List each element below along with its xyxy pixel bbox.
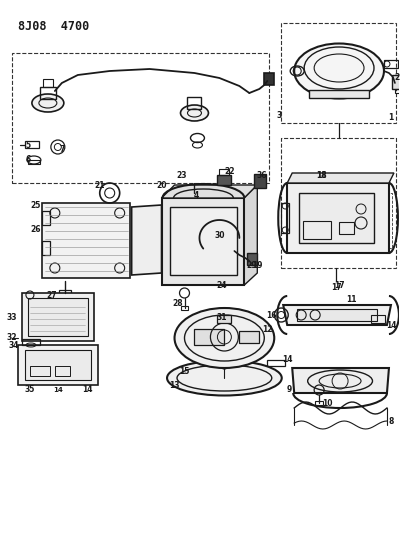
Bar: [371, 315, 385, 323]
Bar: [42, 241, 50, 255]
Bar: [170, 207, 237, 275]
Text: 18: 18: [316, 171, 326, 180]
Polygon shape: [162, 198, 244, 285]
Text: 6: 6: [25, 156, 30, 165]
Text: 32: 32: [7, 333, 17, 342]
Bar: [188, 97, 202, 109]
Text: 14: 14: [282, 356, 292, 365]
Ellipse shape: [167, 360, 282, 395]
Text: 16: 16: [266, 311, 276, 319]
Polygon shape: [42, 203, 130, 278]
Bar: [281, 138, 396, 268]
Polygon shape: [287, 173, 394, 183]
Bar: [25, 141, 39, 148]
Polygon shape: [287, 183, 389, 253]
Polygon shape: [244, 185, 257, 285]
Text: 14: 14: [386, 321, 396, 330]
Bar: [12, 53, 269, 183]
Bar: [281, 203, 289, 233]
Bar: [384, 60, 398, 68]
Bar: [339, 222, 354, 234]
Text: 5: 5: [25, 141, 30, 150]
Text: 21: 21: [94, 181, 105, 190]
Bar: [303, 221, 331, 239]
Bar: [247, 253, 257, 265]
Text: 34: 34: [9, 341, 19, 350]
Text: 9: 9: [286, 385, 292, 394]
Bar: [18, 345, 98, 385]
Bar: [299, 193, 374, 243]
Bar: [281, 23, 396, 123]
Text: 35: 35: [25, 385, 35, 394]
Text: 13: 13: [169, 382, 180, 391]
Text: 25: 25: [31, 200, 41, 209]
Bar: [218, 175, 231, 185]
Text: 4: 4: [194, 191, 199, 200]
Text: 2: 2: [394, 74, 400, 83]
Text: 1: 1: [388, 114, 394, 123]
Polygon shape: [132, 205, 162, 275]
Text: 36: 36: [256, 171, 266, 180]
Text: 8J08  4700: 8J08 4700: [18, 20, 89, 33]
Bar: [309, 90, 369, 98]
Text: 31: 31: [216, 313, 227, 322]
Bar: [218, 315, 231, 323]
Ellipse shape: [180, 105, 208, 121]
Bar: [344, 193, 392, 248]
Ellipse shape: [174, 308, 274, 368]
Bar: [194, 329, 224, 345]
Bar: [40, 87, 56, 99]
Bar: [22, 339, 40, 345]
Polygon shape: [292, 368, 389, 393]
Bar: [55, 366, 70, 376]
Polygon shape: [283, 305, 391, 325]
Ellipse shape: [294, 44, 384, 99]
Text: 23: 23: [176, 171, 187, 180]
Bar: [254, 174, 266, 188]
Text: 15: 15: [179, 367, 190, 376]
Text: 7: 7: [59, 144, 64, 154]
Bar: [42, 211, 50, 225]
Bar: [25, 350, 91, 380]
Text: 12: 12: [262, 326, 272, 335]
Bar: [264, 73, 274, 85]
Text: 17: 17: [334, 281, 344, 290]
Bar: [315, 401, 323, 405]
Text: 20: 20: [156, 181, 167, 190]
Text: 22: 22: [224, 166, 235, 175]
Text: 26: 26: [31, 224, 41, 233]
Text: 14: 14: [82, 384, 93, 393]
Text: 8: 8: [388, 416, 394, 425]
Text: 33: 33: [7, 313, 17, 322]
Bar: [395, 89, 400, 93]
Bar: [43, 79, 53, 87]
Bar: [59, 290, 71, 295]
Text: 19: 19: [252, 261, 262, 270]
Bar: [28, 160, 40, 164]
Bar: [22, 293, 94, 341]
Text: 18: 18: [316, 171, 326, 180]
Polygon shape: [162, 185, 257, 198]
Text: 10: 10: [322, 399, 332, 408]
Bar: [180, 306, 188, 310]
Bar: [30, 366, 50, 376]
Bar: [28, 298, 88, 336]
Text: 3: 3: [277, 110, 282, 119]
Text: 17: 17: [331, 282, 342, 292]
Text: 28: 28: [172, 298, 183, 308]
Bar: [220, 169, 229, 175]
Text: 30: 30: [214, 230, 225, 239]
Text: 27: 27: [46, 290, 57, 300]
Bar: [267, 360, 285, 366]
Text: 14: 14: [53, 387, 63, 393]
Text: 24: 24: [216, 281, 227, 290]
Text: 29: 29: [246, 261, 256, 270]
Bar: [392, 75, 400, 89]
Text: 11: 11: [346, 295, 356, 303]
Bar: [239, 331, 259, 343]
Bar: [297, 309, 377, 321]
Ellipse shape: [32, 94, 64, 112]
